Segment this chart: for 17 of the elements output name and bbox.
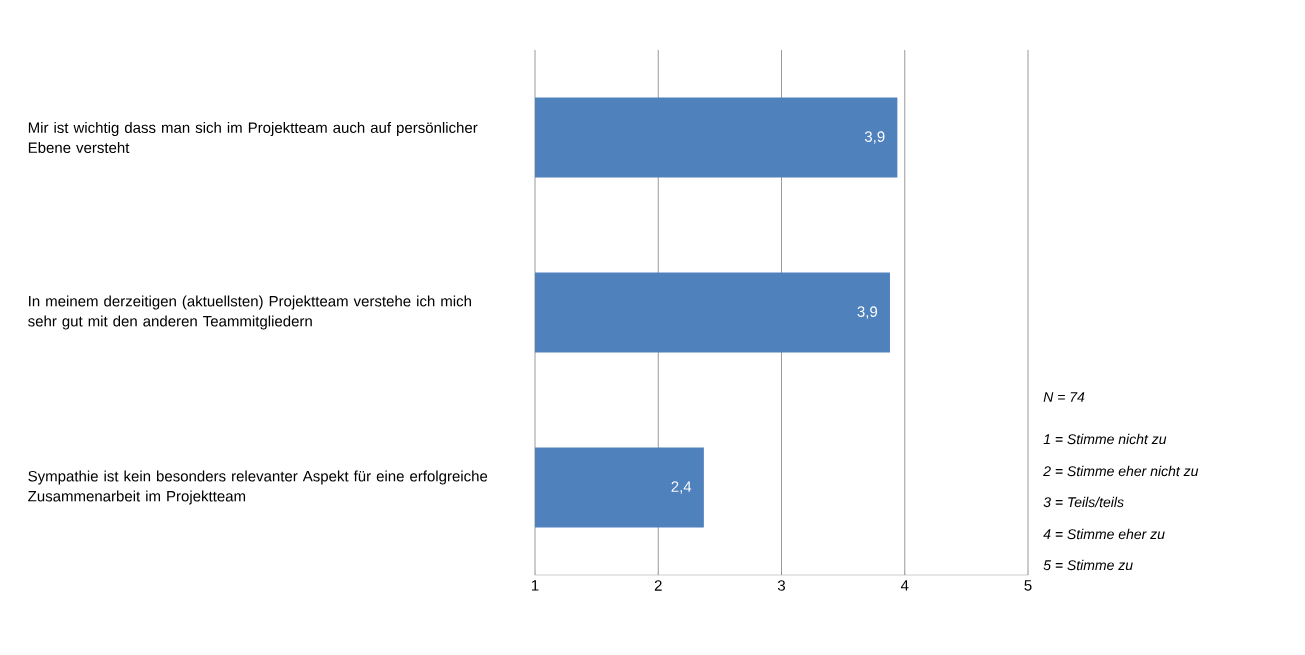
text: 3 = Teils/teils: [1043, 496, 1124, 508]
x-tick-label: 5: [1024, 580, 1032, 591]
y-tick-label: Mir ist wichtig dass man sich im Projektteam auch auf persönlicher Ebene versteht: [28, 121, 478, 153]
data-label: 2,4: [671, 481, 692, 494]
text: N = 74: [1043, 392, 1085, 402]
text: 2 = Stimme eher nicht zu: [1043, 465, 1199, 477]
y-tick-label: Sympathie ist kein besonders relevanter Aspekt für eine erfolgreiche Zusammenarbeit im Projektteam: [28, 470, 488, 505]
x-tick-label: 1: [531, 580, 539, 591]
data-label: 3,9: [857, 306, 878, 319]
x-tick-label: 4: [900, 580, 909, 591]
y-tick-label: In meinem derzeitigen (aktuellsten) Projektteam verstehe ich mich sehr gut mit den anderen Teammitgliedern: [28, 295, 471, 330]
x-tick-label: 3: [777, 580, 786, 591]
data-label: 3,9: [864, 131, 885, 144]
text: 5 = Stimme zu: [1043, 559, 1133, 571]
x-tick-label: 2: [654, 580, 662, 591]
text: 1 = Stimme nicht zu: [1043, 433, 1167, 445]
text: 4 = Stimme eher zu: [1043, 528, 1165, 540]
